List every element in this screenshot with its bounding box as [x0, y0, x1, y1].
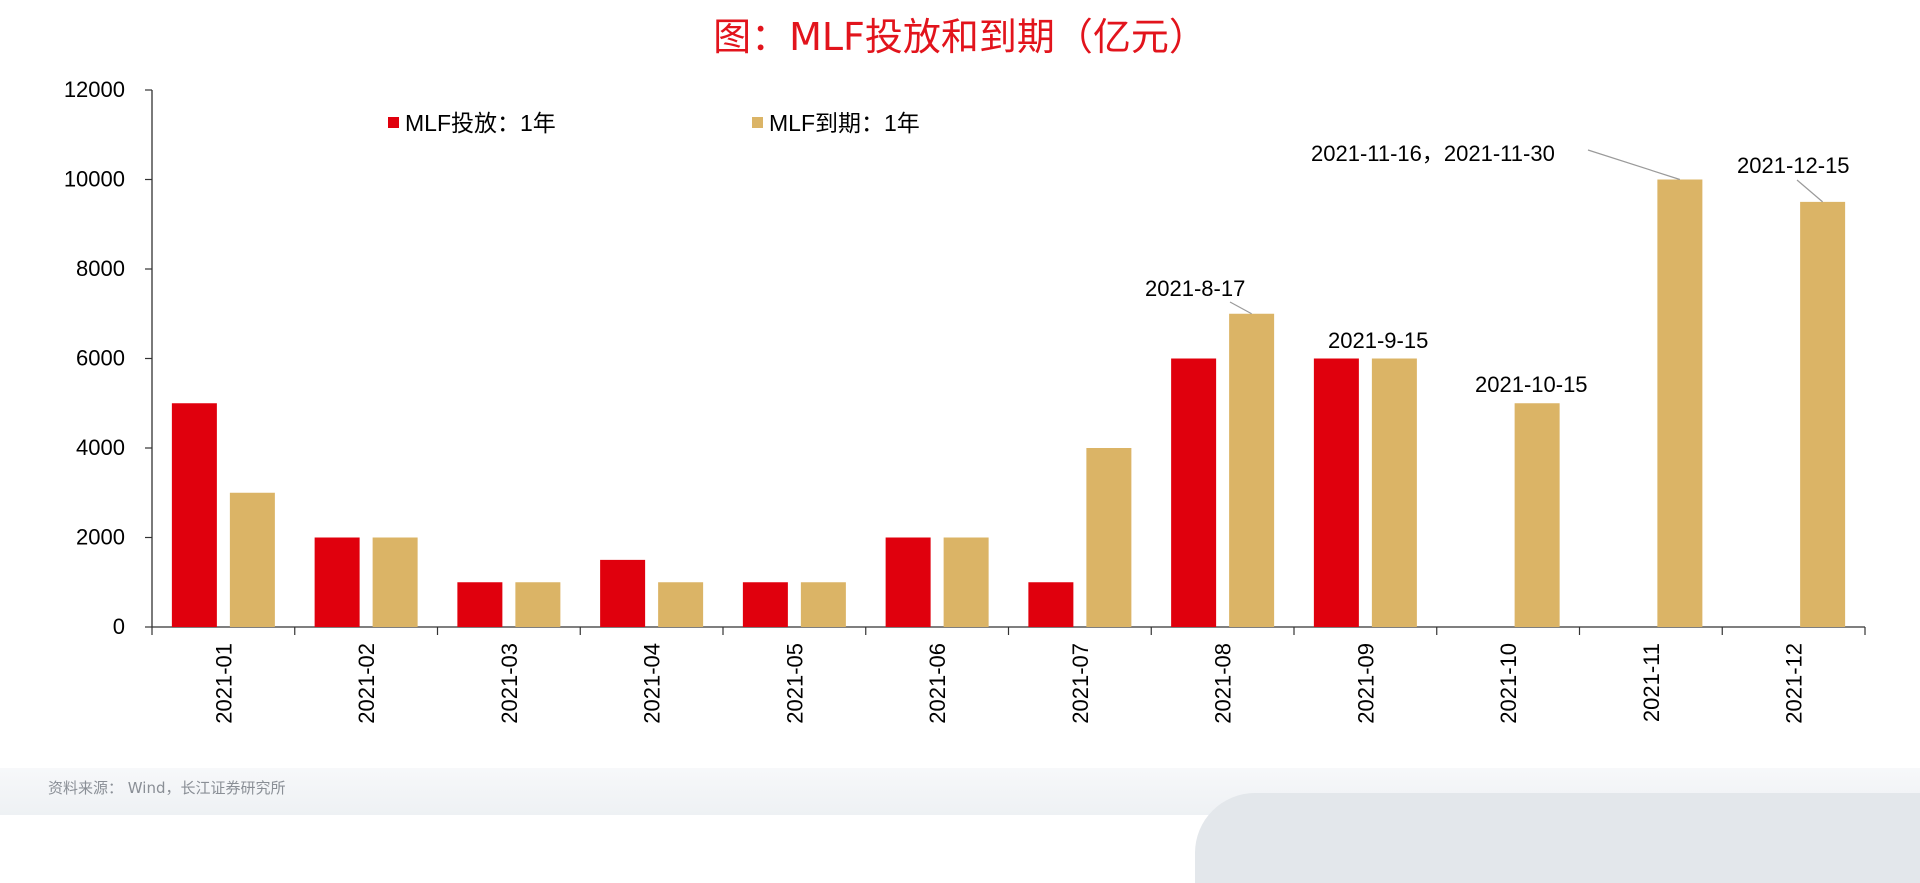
x-tick-label: 2021-01 — [211, 643, 236, 724]
bar-maturity-2021-07 — [1086, 448, 1132, 627]
y-tick-label: 2000 — [76, 525, 125, 550]
bar-maturity-2021-10 — [1514, 403, 1560, 627]
legend-swatch — [752, 117, 763, 128]
legend-label: MLF投放：1年 — [405, 110, 556, 136]
y-tick-label: 0 — [113, 614, 125, 639]
bar-issue-2021-01 — [171, 403, 217, 627]
x-tick-label: 2021-10 — [1496, 643, 1521, 724]
annotation-label: 2021-10-15 — [1475, 372, 1588, 397]
page-title: 图：MLF投放和到期（亿元） — [713, 15, 1207, 59]
bar-issue-2021-08 — [1171, 358, 1217, 627]
x-tick-label: 2021-07 — [1068, 643, 1093, 724]
legend-swatch — [388, 117, 399, 128]
y-tick-label: 12000 — [64, 77, 125, 102]
y-tick-label: 6000 — [76, 346, 125, 371]
annotation-label: 2021-11-16，2021-11-30 — [1311, 141, 1555, 166]
bar-maturity-2021-04 — [658, 582, 704, 627]
bar-maturity-2021-05 — [800, 582, 846, 627]
annotation-label: 2021-9-15 — [1328, 328, 1428, 353]
bar-maturity-2021-02 — [372, 537, 418, 627]
y-tick-label: 4000 — [76, 435, 125, 460]
annotation-leader — [1587, 149, 1681, 181]
bar-issue-2021-09 — [1313, 358, 1359, 627]
bar-maturity-2021-01 — [229, 492, 275, 627]
y-tick-label: 8000 — [76, 256, 125, 281]
x-tick-label: 2021-08 — [1211, 643, 1236, 724]
x-tick-label: 2021-04 — [640, 643, 665, 724]
x-tick-label: 2021-02 — [354, 643, 379, 724]
bar-maturity-2021-06 — [943, 537, 989, 627]
bar-issue-2021-02 — [314, 537, 360, 627]
x-tick-label: 2021-09 — [1353, 643, 1378, 724]
bar-maturity-2021-08 — [1229, 313, 1275, 627]
bar-maturity-2021-09 — [1371, 358, 1417, 627]
chart: 0 2000 4000 6000 8000 10000 12000 2021-01 2021-0… — [64, 77, 1866, 724]
bar-maturity-2021-03 — [515, 582, 561, 627]
x-tick-label: 2021-12 — [1782, 643, 1807, 724]
annotation-label: 2021-12-15 — [1737, 153, 1850, 178]
x-tick-label: 2021-11 — [1639, 643, 1664, 722]
annotation-leader — [1229, 301, 1252, 315]
bar-maturity-2021-12 — [1800, 201, 1846, 627]
legend-label: MLF到期：1年 — [769, 110, 920, 136]
bar-issue-2021-07 — [1028, 582, 1074, 627]
source-note: 资料来源： Wind，长江证券研究所 — [48, 779, 286, 797]
y-tick-label: 10000 — [64, 167, 125, 192]
x-tick-label: 2021-06 — [925, 643, 950, 724]
bar-issue-2021-06 — [885, 537, 931, 627]
annotation-leader — [1796, 179, 1824, 203]
annotation-label: 2021-8-17 — [1145, 276, 1245, 301]
bar-issue-2021-04 — [600, 559, 646, 627]
x-tick-label: 2021-03 — [497, 643, 522, 724]
bar-issue-2021-03 — [457, 582, 503, 627]
x-tick-label: 2021-05 — [782, 643, 807, 724]
bar-maturity-2021-11 — [1657, 179, 1703, 627]
bar-issue-2021-05 — [742, 582, 788, 627]
